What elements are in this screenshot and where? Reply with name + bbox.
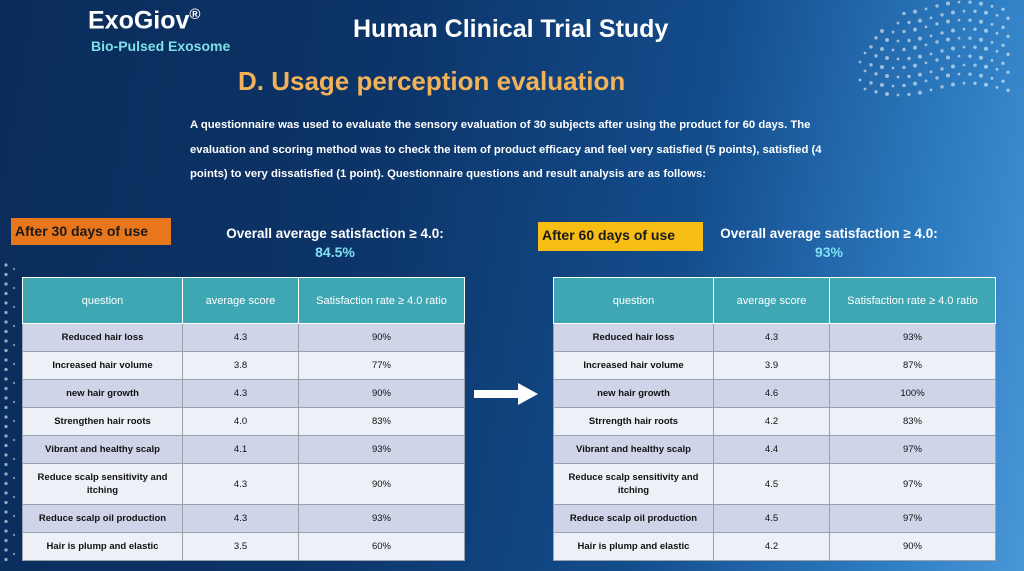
average-score-cell: 4.0: [182, 407, 299, 436]
question-cell: Reduced hair loss: [22, 323, 183, 352]
table-row: Strengthen hair roots 4.0 83%: [22, 407, 465, 436]
satisfaction-rate-cell: 97%: [829, 463, 996, 505]
question-cell: Reduce scalp sensitivity and itching: [553, 463, 714, 505]
overall-label-30: Overall average satisfaction ≥ 4.0:: [226, 226, 444, 241]
question-cell: Vibrant and healthy scalp: [22, 435, 183, 464]
question-cell: Reduced hair loss: [553, 323, 714, 352]
average-score-cell: 4.2: [713, 407, 830, 436]
question-cell: Hair is plump and elastic: [553, 532, 714, 561]
table-header-row: question average score Satisfaction rate…: [22, 277, 465, 324]
table-row: Vibrant and healthy scalp 4.4 97%: [553, 435, 996, 464]
table-row: Reduce scalp sensitivity and itching 4.5 9…: [553, 463, 996, 505]
question-cell: Reduce scalp sensitivity and itching: [22, 463, 183, 505]
satisfaction-rate-cell: 93%: [298, 504, 465, 533]
average-score-cell: 4.2: [713, 532, 830, 561]
question-cell: Increased hair volume: [22, 351, 183, 380]
question-cell: Reduce scalp oil production: [553, 504, 714, 533]
table-row: Strrength hair roots 4.2 83%: [553, 407, 996, 436]
question-cell: Increased hair volume: [553, 351, 714, 380]
average-score-cell: 4.6: [713, 379, 830, 408]
tag-30-days: After 30 days of use: [11, 218, 171, 245]
satisfaction-rate-cell: 83%: [829, 407, 996, 436]
table-row: Hair is plump and elastic 4.2 90%: [553, 532, 996, 561]
question-cell: Strengthen hair roots: [22, 407, 183, 436]
satisfaction-rate-cell: 87%: [829, 351, 996, 380]
satisfaction-rate-cell: 97%: [829, 504, 996, 533]
satisfaction-rate-cell: 90%: [829, 532, 996, 561]
column-header-question: question: [22, 277, 183, 324]
satisfaction-rate-cell: 90%: [298, 379, 465, 408]
satisfaction-rate-cell: 93%: [298, 435, 465, 464]
overall-value-60: 93%: [814, 244, 844, 260]
table-row: Increased hair volume 3.9 87%: [553, 351, 996, 380]
satisfaction-rate-cell: 93%: [829, 323, 996, 352]
column-header-average-score: average score: [713, 277, 830, 324]
average-score-cell: 4.5: [713, 504, 830, 533]
section-title: D. Usage perception evaluation: [238, 66, 626, 96]
average-score-cell: 3.8: [182, 351, 299, 380]
satisfaction-rate-cell: 90%: [298, 463, 465, 505]
question-cell: new hair growth: [553, 379, 714, 408]
question-cell: Hair is plump and elastic: [22, 532, 183, 561]
column-header-average-score: average score: [182, 277, 299, 324]
average-score-cell: 4.3: [182, 379, 299, 408]
column-header-question: question: [553, 277, 714, 324]
question-cell: Reduce scalp oil production: [22, 504, 183, 533]
results-table-60-days: question average score Satisfaction rate…: [553, 277, 996, 561]
table-row: Reduce scalp oil production 4.3 93%: [22, 504, 465, 533]
table-row: Reduce scalp sensitivity and itching 4.3 9…: [22, 463, 465, 505]
question-cell: new hair growth: [22, 379, 183, 408]
table-row: Reduce scalp oil production 4.5 97%: [553, 504, 996, 533]
average-score-cell: 4.3: [182, 323, 299, 352]
results-table-30-days: question average score Satisfaction rate…: [22, 277, 465, 561]
overall-satisfaction-30: Overall average satisfaction ≥ 4.0: 84.5…: [221, 226, 449, 260]
table-row: Reduced hair loss 4.3 90%: [22, 323, 465, 352]
satisfaction-rate-cell: 83%: [298, 407, 465, 436]
question-cell: Strrength hair roots: [553, 407, 714, 436]
average-score-cell: 4.4: [713, 435, 830, 464]
table-row: new hair growth 4.3 90%: [22, 379, 465, 408]
column-header-satisfaction-rate: Satisfaction rate ≥ 4.0 ratio: [829, 277, 996, 324]
page-title: Human Clinical Trial Study: [353, 15, 669, 43]
average-score-cell: 3.9: [713, 351, 830, 380]
table-header-row: question average score Satisfaction rate…: [553, 277, 996, 324]
average-score-cell: 4.3: [182, 504, 299, 533]
question-cell: Vibrant and healthy scalp: [553, 435, 714, 464]
average-score-cell: 4.5: [713, 463, 830, 505]
table-row: Reduced hair loss 4.3 93%: [553, 323, 996, 352]
intro-paragraph: A questionnaire was used to evaluate the…: [190, 119, 822, 180]
satisfaction-rate-cell: 90%: [298, 323, 465, 352]
arrow-right-icon: [474, 383, 538, 405]
satisfaction-rate-cell: 97%: [829, 435, 996, 464]
average-score-cell: 4.1: [182, 435, 299, 464]
brand-name: ExoGiov: [88, 6, 190, 35]
overall-label-60: Overall average satisfaction ≥ 4.0:: [720, 226, 938, 241]
overall-value-30: 84.5%: [315, 244, 355, 260]
average-score-cell: 3.5: [182, 532, 299, 561]
registered-mark: ®: [189, 6, 201, 23]
average-score-cell: 4.3: [182, 463, 299, 505]
satisfaction-rate-cell: 100%: [829, 379, 996, 408]
table-row: new hair growth 4.6 100%: [553, 379, 996, 408]
brand-logo: ExoGiov®: [88, 6, 200, 35]
tag-60-days: After 60 days of use: [538, 222, 703, 251]
overall-satisfaction-60: Overall average satisfaction ≥ 4.0: 93%: [716, 226, 942, 260]
brand-subtitle: Bio-Pulsed Exosome: [91, 38, 231, 54]
table-row: Hair is plump and elastic 3.5 60%: [22, 532, 465, 561]
column-header-satisfaction-rate: Satisfaction rate ≥ 4.0 ratio: [298, 277, 465, 324]
table-row: Vibrant and healthy scalp 4.1 93%: [22, 435, 465, 464]
average-score-cell: 4.3: [713, 323, 830, 352]
satisfaction-rate-cell: 77%: [298, 351, 465, 380]
satisfaction-rate-cell: 60%: [298, 532, 465, 561]
table-row: Increased hair volume 3.8 77%: [22, 351, 465, 380]
